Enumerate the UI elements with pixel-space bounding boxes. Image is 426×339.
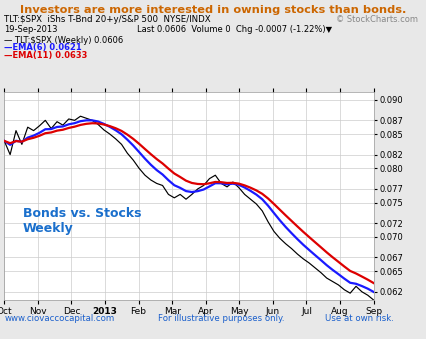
Text: — TLT:$SPX (Weekly) 0.0606: — TLT:$SPX (Weekly) 0.0606: [4, 36, 123, 45]
Text: © StockCharts.com: © StockCharts.com: [336, 15, 417, 24]
Text: 19-Sep-2013: 19-Sep-2013: [4, 25, 58, 35]
Text: For illustrative purposes only.: For illustrative purposes only.: [158, 314, 284, 323]
Text: Bonds vs. Stocks
Weekly: Bonds vs. Stocks Weekly: [23, 207, 141, 235]
Text: www.ciovaccocapital.com: www.ciovaccocapital.com: [4, 314, 114, 323]
Text: TLT:$SPX  iShs T-Bnd 20+y/S&P 500  NYSE/INDX: TLT:$SPX iShs T-Bnd 20+y/S&P 500 NYSE/IN…: [4, 15, 210, 24]
Text: —EMA(6) 0.0621: —EMA(6) 0.0621: [4, 43, 82, 53]
Text: Last 0.0606  Volume 0  Chg -0.0007 (-1.22%)▼: Last 0.0606 Volume 0 Chg -0.0007 (-1.22%…: [136, 25, 331, 35]
Text: Investors are more interested in owning stocks than bonds.: Investors are more interested in owning …: [20, 5, 406, 15]
Text: —EMA(11) 0.0633: —EMA(11) 0.0633: [4, 51, 87, 60]
Text: Use at own risk.: Use at own risk.: [324, 314, 392, 323]
